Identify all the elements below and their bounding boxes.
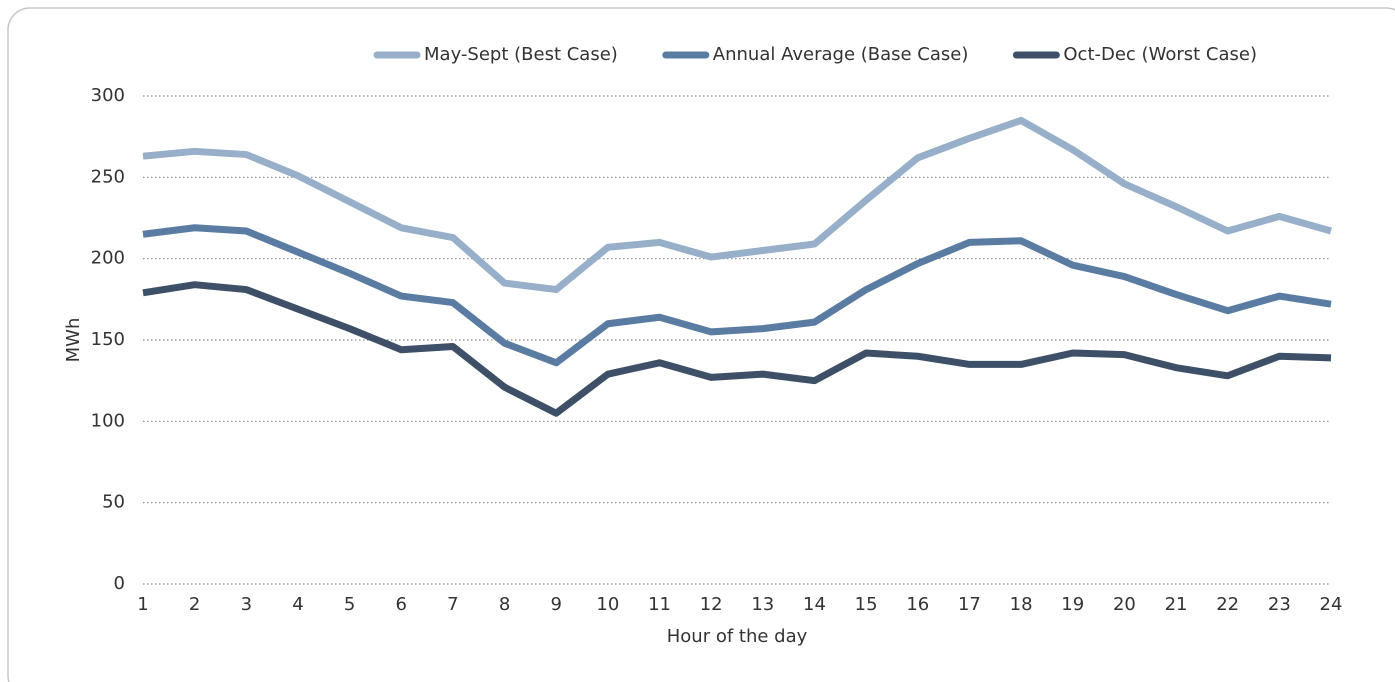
x-tick-label: 13	[751, 594, 774, 615]
legend-label: Oct-Dec (Worst Case)	[1063, 44, 1257, 65]
y-axis-title: MWh	[63, 318, 84, 363]
x-axis-title: Hour of the day	[667, 626, 808, 647]
x-tick-label: 5	[344, 594, 355, 615]
x-tick-label: 9	[550, 594, 561, 615]
x-tick-label: 22	[1216, 594, 1239, 615]
chart-frame	[7, 7, 1395, 682]
x-tick-label: 24	[1320, 594, 1343, 615]
y-tick-label: 0	[114, 573, 125, 594]
x-tick-label: 4	[292, 594, 303, 615]
x-tick-label: 7	[447, 594, 458, 615]
y-tick-label: 200	[91, 248, 125, 269]
data-line	[142, 224, 1332, 367]
y-tick-label: 50	[102, 492, 125, 513]
y-tick-label: 100	[91, 410, 125, 431]
x-tick-label: 15	[855, 594, 878, 615]
legend-item: Annual Average (Base Case)	[662, 44, 969, 65]
x-tick-label: 10	[596, 594, 619, 615]
y-tick-label: 250	[91, 166, 125, 187]
y-tick-label: 300	[91, 85, 125, 106]
legend-item: May-Sept (Best Case)	[373, 44, 618, 65]
x-tick-label: 17	[958, 594, 981, 615]
legend-item: Oct-Dec (Worst Case)	[1012, 44, 1257, 65]
x-tick-label: 23	[1268, 594, 1291, 615]
legend-label: Annual Average (Base Case)	[713, 44, 969, 65]
x-tick-label: 1	[137, 594, 148, 615]
x-tick-label: 12	[700, 594, 723, 615]
x-tick-label: 8	[499, 594, 510, 615]
x-tick-label: 19	[1061, 594, 1084, 615]
legend-label: May-Sept (Best Case)	[424, 44, 618, 65]
x-tick-label: 20	[1113, 594, 1136, 615]
x-tick-label: 21	[1165, 594, 1188, 615]
x-tick-label: 11	[648, 594, 671, 615]
x-tick-label: 16	[906, 594, 929, 615]
data-line	[142, 116, 1332, 294]
x-tick-label: 6	[396, 594, 407, 615]
x-tick-label: 3	[241, 594, 252, 615]
x-tick-label: 14	[803, 594, 826, 615]
x-tick-label: 18	[1010, 594, 1033, 615]
data-line	[142, 281, 1332, 417]
y-tick-label: 150	[91, 329, 125, 350]
x-tick-label: 2	[189, 594, 200, 615]
